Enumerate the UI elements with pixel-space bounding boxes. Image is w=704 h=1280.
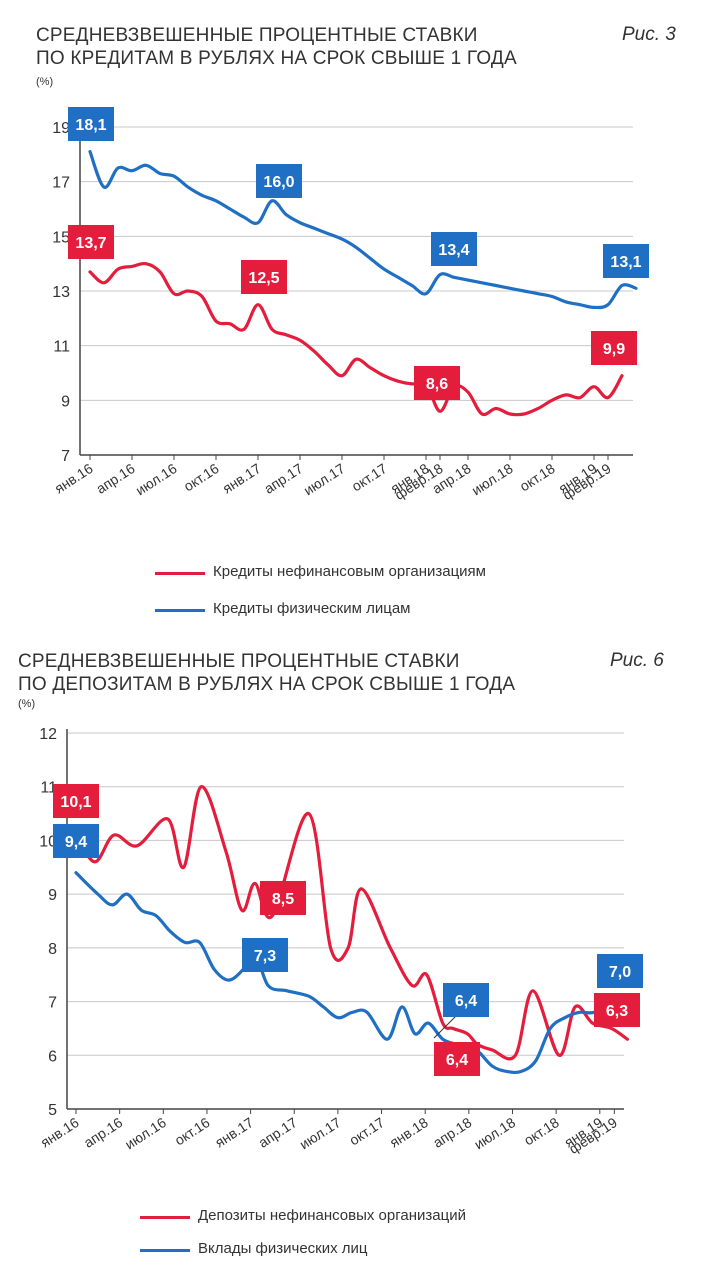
x-tick-label: окт.17: [346, 1114, 387, 1148]
annotation-box: [256, 164, 302, 198]
x-tick-label: апр.17: [255, 1114, 300, 1151]
annotation-label: 6,4: [455, 993, 477, 1010]
annotation-box: [431, 232, 477, 266]
x-tick-label: янв.18: [387, 1114, 431, 1151]
x-tick-label: апр.16: [81, 1114, 126, 1151]
annotation-box: [53, 784, 99, 818]
x-tick-label: окт.16: [172, 1114, 213, 1148]
annotation-box: [603, 244, 649, 278]
unit-label: (%): [18, 698, 36, 710]
y-tick-label: 19: [52, 120, 70, 137]
figure-number: Рис. 6: [610, 650, 664, 671]
y-tick-label: 7: [48, 995, 57, 1012]
legend-label: Кредиты нефинансовым организациям: [213, 563, 486, 580]
annotation-box: [594, 993, 640, 1027]
annotation-box: [68, 107, 114, 141]
series-line-red: [74, 785, 629, 1061]
x-tick-label: янв.17: [212, 1114, 256, 1151]
y-tick-label: 10: [39, 833, 57, 850]
chart-title: СРЕДНЕВЗВЕШЕННЫЕ ПРОЦЕНТНЫЕ СТАВКИ ПО ДЕ…: [18, 650, 515, 696]
x-tick-label: окт.16: [181, 460, 222, 494]
annotation-box: [443, 983, 489, 1017]
unit-label: (%): [36, 76, 54, 88]
figure-deposits: СРЕДНЕВЗВЕШЕННЫЕ ПРОЦЕНТНЫЕ СТАВКИ ПО ДЕ…: [0, 630, 704, 1280]
y-tick-label: 11: [40, 780, 57, 797]
annotation-label: 9,4: [65, 834, 87, 851]
x-tick-label: янв.16: [52, 460, 96, 497]
x-tick-label: июл.17: [297, 1114, 344, 1152]
annotation-box: [597, 954, 643, 988]
annotation-label: 7,3: [254, 948, 276, 965]
y-tick-label: 7: [61, 448, 70, 465]
y-tick-label: 15: [52, 229, 70, 246]
x-tick-label: окт.18: [521, 1114, 562, 1148]
chart-title-line1: СРЕДНЕВЗВЕШЕННЫЕ ПРОЦЕНТНЫЕ СТАВКИ: [18, 651, 460, 672]
x-tick-label: апр.18: [430, 1114, 475, 1151]
annotation-box: [68, 225, 114, 259]
x-tick-label: июл.18: [471, 1114, 518, 1152]
annotation-label: 7,0: [609, 964, 631, 981]
annotation-label: 12,5: [248, 270, 279, 287]
annotation-label: 18,1: [75, 117, 106, 134]
chart-title-line1: СРЕДНЕВЗВЕШЕННЫЕ ПРОЦЕНТНЫЕ СТАВКИ: [36, 25, 478, 46]
annotation-label: 10,1: [60, 794, 91, 811]
y-tick-label: 17: [52, 175, 70, 192]
annotation-box: [434, 1042, 480, 1076]
legend-label: Вклады физических лиц: [198, 1240, 368, 1257]
annotation-label: 16,0: [263, 174, 294, 191]
y-tick-label: 13: [52, 284, 70, 301]
chart-title: СРЕДНЕВЗВЕШЕННЫЕ ПРОЦЕНТНЫЕ СТАВКИ ПО КР…: [36, 24, 517, 70]
x-tick-label: окт.18: [517, 460, 558, 494]
x-tick-label: апр.17: [261, 460, 306, 497]
legend-label: Депозиты нефинансовых организаций: [198, 1207, 466, 1224]
legend-swatch-blue: [140, 1249, 190, 1252]
y-tick-label: 8: [48, 941, 57, 958]
chart-title-line2: ПО КРЕДИТАМ В РУБЛЯХ НА СРОК СВЫШЕ 1 ГОД…: [36, 48, 517, 69]
annotation-leader: [433, 1015, 457, 1039]
figure-number: Рис. 3: [622, 24, 676, 45]
legend-swatch-red: [155, 572, 205, 575]
x-tick-label: янв.16: [38, 1114, 82, 1151]
chart-title-line2: ПО ДЕПОЗИТАМ В РУБЛЯХ НА СРОК СВЫШЕ 1 ГО…: [18, 674, 516, 695]
annotation-box: [260, 881, 306, 915]
legend-swatch-blue: [155, 609, 205, 612]
x-tick-label: июл.17: [301, 460, 348, 498]
figure-credits: СРЕДНЕВЗВЕШЕННЫЕ ПРОЦЕНТНЫЕ СТАВКИ ПО КР…: [0, 0, 704, 630]
x-tick-label: июл.18: [469, 460, 516, 498]
series-line-blue: [88, 150, 638, 310]
y-tick-label: 5: [48, 1102, 57, 1119]
y-tick-label: 12: [39, 726, 57, 743]
series-line-red: [88, 261, 624, 417]
legend-swatch-red: [140, 1216, 190, 1219]
annotation-box: [591, 331, 637, 365]
annotation-label: 13,1: [610, 254, 641, 271]
annotation-box: [241, 260, 287, 294]
y-tick-label: 9: [48, 887, 57, 904]
annotation-label: 6,4: [446, 1052, 468, 1069]
legend-label: Кредиты физическим лицам: [213, 600, 411, 617]
series-line-blue: [74, 871, 621, 1075]
annotation-label: 13,7: [75, 235, 106, 252]
y-tick-label: 11: [53, 339, 70, 356]
x-tick-label: окт.17: [349, 460, 390, 494]
annotation-label: 8,6: [426, 376, 448, 393]
x-tick-label: апр.16: [93, 460, 138, 497]
annotation-box: [242, 938, 288, 972]
annotation-box: [414, 366, 460, 400]
y-tick-label: 6: [48, 1048, 57, 1065]
x-tick-label: июл.16: [133, 460, 180, 498]
annotation-label: 8,5: [272, 891, 294, 908]
y-tick-label: 9: [61, 393, 70, 410]
annotation-label: 13,4: [438, 242, 469, 259]
x-tick-label: янв.17: [220, 460, 264, 497]
annotation-label: 9,9: [603, 341, 625, 358]
x-tick-label: июл.16: [122, 1114, 169, 1152]
annotation-box: [53, 824, 99, 858]
annotation-label: 6,3: [606, 1003, 628, 1020]
